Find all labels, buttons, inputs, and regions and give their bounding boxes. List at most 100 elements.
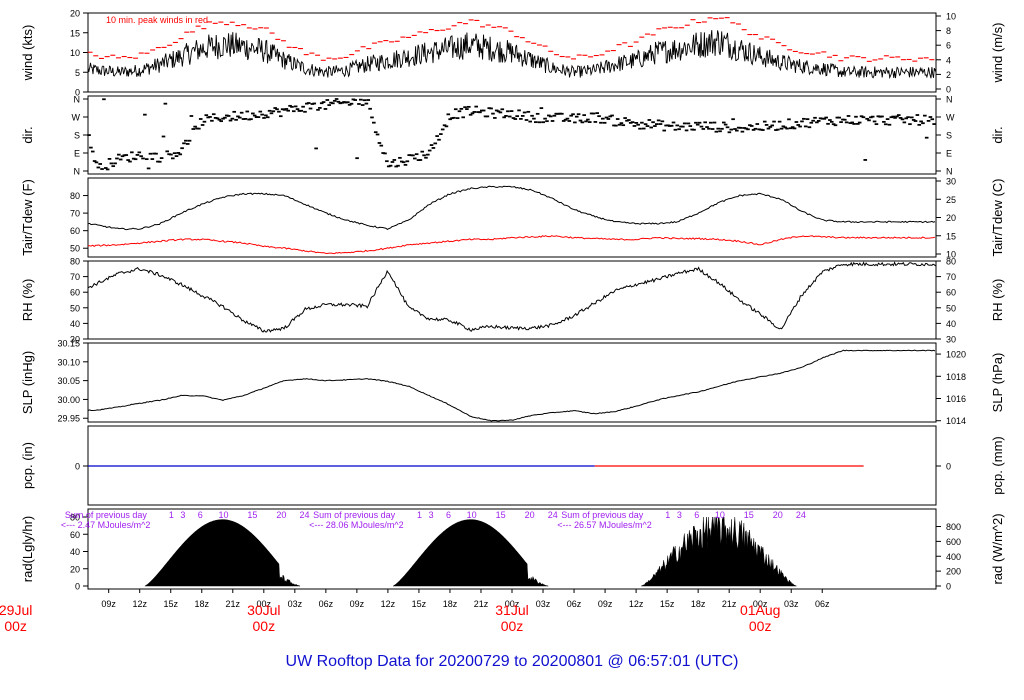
hour-label: 15 [496,510,506,520]
peak-wind-annotation: 10 min. peak winds in red [106,15,208,25]
x-tick-label: 18z [691,599,706,609]
x-tick-label: 18z [194,599,209,609]
slp-left-tick-label: 30.05 [57,376,80,386]
hour-label: 3 [180,510,185,520]
rh-left-tick-label: 30 [70,335,80,345]
date-time-label: 00z [4,618,27,634]
daily-sum-title-2: Sum of previous day [313,510,396,520]
temp-left-tick-label: 80 [70,191,80,201]
pcp-left-tick-label: 0 [75,462,80,472]
rh-panel-frame [87,260,937,340]
solar-radiation-day-1 [144,519,301,587]
slp-right-tick-label: 1018 [946,372,966,382]
rad-left-tick-label: 0 [75,582,80,592]
date-label: 31Jul [495,602,528,618]
rad-left-tick-label: 20 [70,564,80,574]
dir-right-tick-label: N [946,167,953,177]
wind-right-tick-label: 10 [946,12,956,22]
wind-right-tick-label: 6 [946,41,951,51]
rad-left-tick-label: 60 [70,530,80,540]
rad-right-tick-label: 800 [946,522,961,532]
hour-label: 10 [467,510,477,520]
temp-left-tick-label: 60 [70,226,80,236]
temp-right-axis-label: Tair/Tdew (C) [990,178,1005,256]
rh-left-tick-label: 60 [70,288,80,298]
x-tick-label: 09z [350,599,365,609]
temp-left-tick-label: 50 [70,244,80,254]
hour-label: 6 [198,510,203,520]
wind-left-axis-label: wind (kts) [20,25,35,82]
hour-label: 1 [665,510,670,520]
wind-right-tick-label: 8 [946,26,951,36]
dir-left-tick-label: N [74,95,81,105]
hour-label: 20 [773,510,783,520]
daily-sum-title-3: Sum of previous day [561,510,644,520]
hour-label: 15 [247,510,257,520]
x-tick-label: 21z [226,599,241,609]
slp-left-tick-label: 30.00 [57,395,80,405]
x-tick-label: 06z [815,599,830,609]
slp-panel-frame [87,342,937,423]
wind-left-tick-label: 5 [75,68,80,78]
daily-sum-title-1: Sum of previous day [65,510,148,520]
slp-right-tick-label: 1020 [946,350,966,360]
rh-right-tick-label: 60 [946,288,956,298]
rad-right-tick-label: 0 [946,582,951,592]
rad-left-tick-label: 80 [70,513,80,523]
relative-humidity-line [87,261,936,333]
rh-right-tick-label: 80 [946,257,956,267]
x-tick-label: 12z [132,599,147,609]
x-tick-label: 12z [629,599,644,609]
daily-sum-value-1: <--- 2.47 MJoules/m^2 [61,520,151,530]
x-tick-label: 09z [598,599,613,609]
wind-left-tick-label: 0 [75,88,80,98]
x-tick-label: 00z [753,599,768,609]
date-label: 30Jul [247,602,280,618]
x-tick-label: 15z [163,599,178,609]
hour-label: 1 [169,510,174,520]
temp-right-tick-label: 25 [946,195,956,205]
dir-left-tick-label: S [74,131,80,141]
pcp-left-axis-label: pcp. (in) [20,442,35,489]
hour-label: 24 [300,510,310,520]
rh-right-tick-label: 70 [946,272,956,282]
slp-right-tick-label: 1014 [946,416,966,426]
dir-left-tick-label: E [74,149,80,159]
rh-left-tick-label: 70 [70,272,80,282]
wind-speed-line [87,30,937,80]
temp-right-tick-label: 20 [946,213,956,223]
x-tick-label: 03z [288,599,303,609]
rh-left-axis-label: RH (%) [20,279,35,322]
date-label: 01Aug [740,602,780,618]
x-tick-label: 03z [784,599,799,609]
slp-left-axis-label: SLP (inHg) [20,351,35,414]
slp-right-axis-label: SLP (hPa) [990,353,1005,413]
pcp-right-tick-label: 0 [946,462,951,472]
hour-label: 24 [548,510,558,520]
figure-title: UW Rooftop Data for 20200729 to 20200801… [286,653,739,670]
slp-left-tick-label: 30.15 [57,339,80,349]
pcp-right-axis-label: pcp. (mm) [990,436,1005,495]
rad-left-tick-label: 40 [70,547,80,557]
wind-right-tick-label: 4 [946,55,951,65]
dir-right-axis-label: dir. [990,126,1005,143]
rh-right-axis-label: RH (%) [990,279,1005,322]
x-tick-label: 21z [722,599,737,609]
hour-label: 6 [446,510,451,520]
rad-right-tick-label: 200 [946,567,961,577]
daily-sum-value-2: <--- 28.06 MJoules/m^2 [309,520,404,530]
wind-left-tick-label: 15 [70,28,80,38]
hour-label: 10 [715,510,725,520]
x-tick-label: 06z [319,599,334,609]
slp-left-tick-label: 30.10 [57,357,80,367]
date-time-label: 00z [501,618,524,634]
hour-label: 24 [796,510,806,520]
hour-label: 6 [694,510,699,520]
dir-right-tick-label: S [946,131,952,141]
dir-right-tick-label: N [946,95,953,105]
wind-left-tick-label: 20 [70,9,80,19]
rh-left-tick-label: 80 [70,257,80,267]
x-tick-label: 12z [381,599,396,609]
wind-right-tick-label: 0 [946,85,951,95]
